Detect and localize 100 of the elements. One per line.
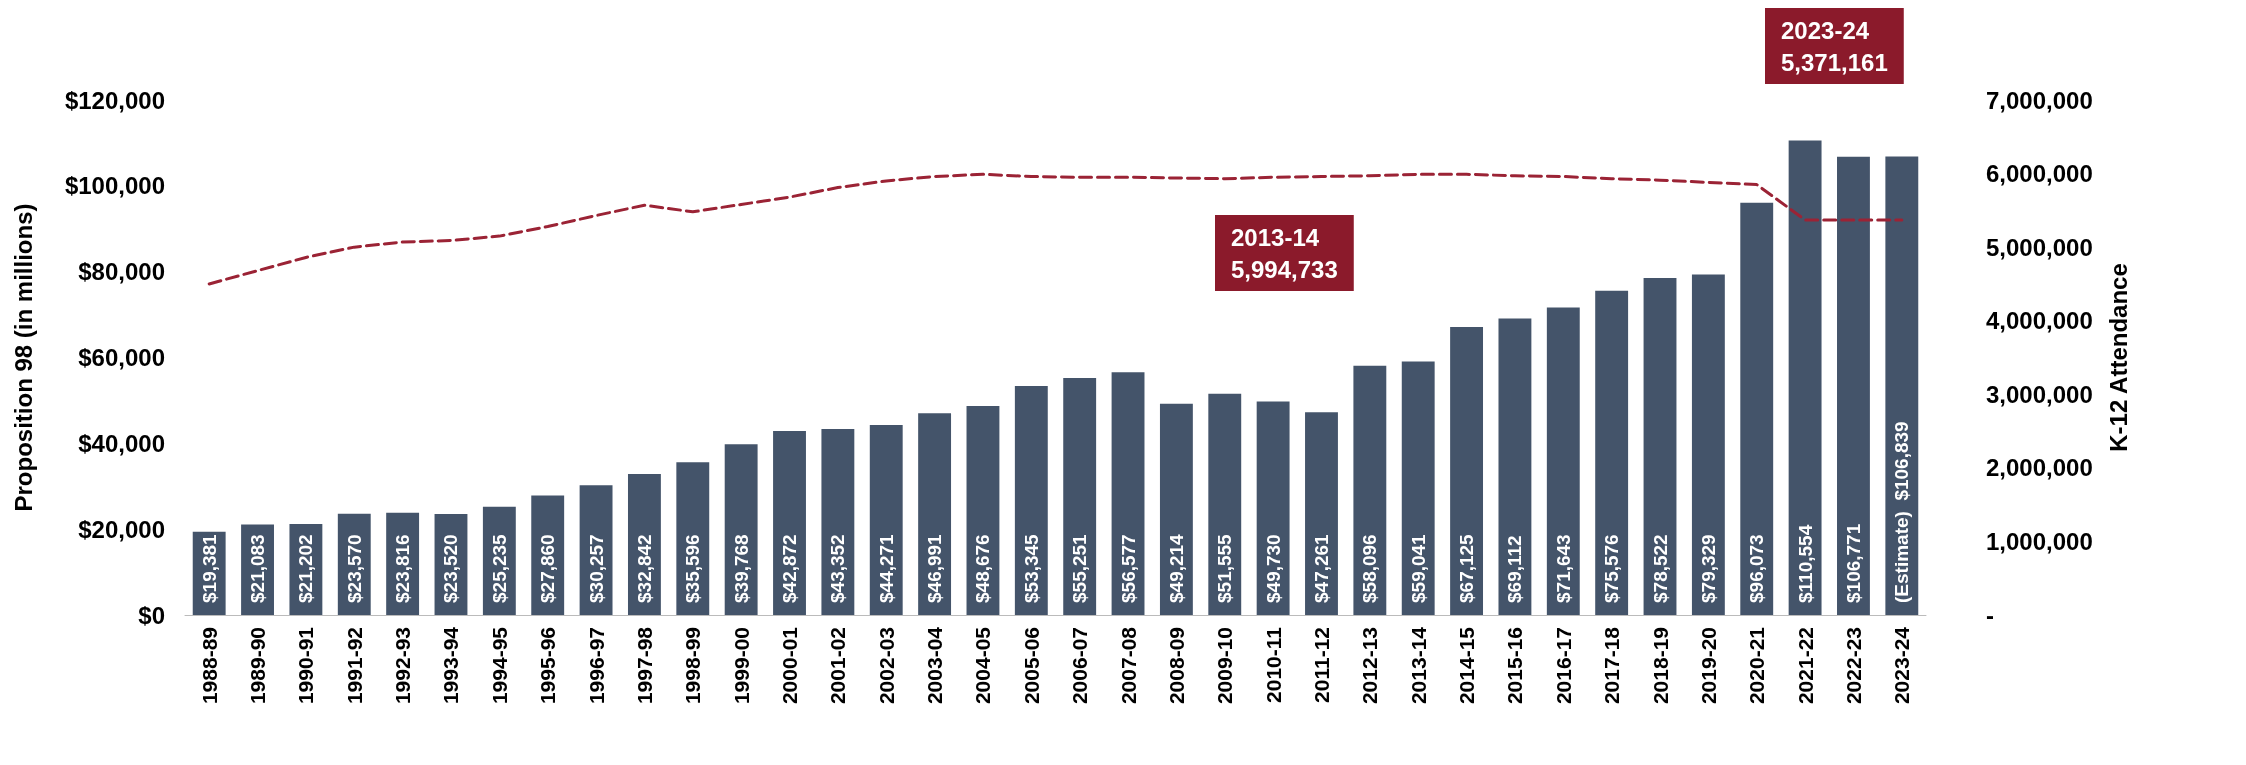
bar [1450, 326, 1484, 615]
data-label: (Estimate) $106,839 [1891, 421, 1913, 603]
x-tick-label: 1997-98 [632, 626, 656, 705]
x-tick-label: 2023-24 [1890, 626, 1914, 705]
x-tick-label: 1993-94 [439, 626, 463, 705]
x-tick-label: 2015-16 [1503, 627, 1527, 705]
y-tick-label: $40,000 [78, 429, 165, 457]
x-tick-label: 2013-14 [1406, 626, 1430, 705]
y-tick-label: $20,000 [78, 515, 165, 543]
x-tick-label: 1989-90 [246, 627, 270, 705]
bar [724, 444, 758, 615]
bar [869, 425, 903, 615]
bar [1498, 318, 1532, 615]
data-label: $35,596 [682, 534, 704, 603]
data-label: $32,842 [633, 534, 655, 603]
y-tick-label: $120,000 [64, 86, 165, 114]
x-tick-label: 1996-97 [584, 627, 608, 705]
x-tick-label: 1988-89 [197, 627, 221, 705]
x-tick-label: 2009-10 [1213, 627, 1237, 705]
bar [1595, 290, 1629, 615]
data-label: $46,991 [924, 533, 946, 603]
bar [1546, 307, 1580, 615]
y-tick-label: $100,000 [64, 172, 165, 200]
data-label: $59,041 [1407, 533, 1429, 603]
bar [918, 413, 952, 615]
data-label: $79,329 [1697, 534, 1719, 603]
data-label: $27,860 [537, 534, 559, 603]
x-tick-label: 1999-00 [729, 627, 753, 705]
data-label: $48,676 [972, 534, 994, 603]
x-tick-label: 2012-13 [1358, 627, 1382, 705]
bar [821, 428, 855, 615]
x-tick-label: 2014-15 [1455, 626, 1479, 705]
y2-tick-label: 3,000,000 [1986, 380, 2093, 408]
y2-tick-label: 2,000,000 [1986, 454, 2093, 482]
line-series [207, 172, 1904, 286]
x-tick-label: 2006-07 [1068, 627, 1092, 705]
x-tick-label: 2019-20 [1696, 627, 1720, 705]
data-label: $106,771 [1842, 523, 1864, 603]
bar [1401, 361, 1435, 615]
data-label: $21,202 [295, 534, 317, 603]
x-tick-label: 2008-09 [1164, 627, 1188, 705]
x-tick-label: 2007-08 [1116, 626, 1140, 705]
x-tick-label: 2020-21 [1745, 626, 1769, 705]
data-label: $56,577 [1117, 534, 1139, 603]
bar [1014, 386, 1048, 615]
data-label: $39,768 [730, 534, 752, 603]
x-tick-label: 2021-22 [1793, 627, 1817, 705]
bar [1643, 278, 1677, 615]
x-tick-label: 2016-17 [1551, 627, 1575, 705]
x-tick-label: 1998-99 [681, 627, 705, 705]
data-label: $23,520 [440, 534, 462, 603]
y2-tick-label: - [1986, 601, 1994, 629]
bar [773, 431, 806, 615]
x-tick-label: 1990-91 [294, 626, 318, 705]
bar [1353, 365, 1387, 615]
data-label: $58,096 [1359, 534, 1381, 603]
data-label: $49,214 [1165, 533, 1187, 603]
data-label: $43,352 [827, 534, 849, 603]
data-label: $23,816 [392, 534, 414, 603]
bar [1837, 156, 1870, 615]
bar [1111, 372, 1145, 615]
data-label: $44,271 [875, 533, 897, 603]
bar [1159, 403, 1193, 615]
data-label: $49,730 [1262, 534, 1284, 603]
data-label: $53,345 [1020, 533, 1042, 603]
x-tick-label: 2003-04 [923, 626, 947, 705]
data-label: $47,261 [1310, 533, 1332, 603]
data-label: $21,083 [247, 534, 269, 603]
data-label: $110,554 [1794, 524, 1816, 603]
data-label: $69,112 [1504, 535, 1526, 603]
y-tick-label: $0 [138, 601, 165, 629]
bar [1063, 377, 1097, 615]
x-tick-label: 2010-11 [1261, 626, 1285, 703]
bar [1788, 140, 1822, 615]
x-tick-label: 2005-06 [1019, 627, 1043, 705]
data-label: $25,235 [488, 533, 510, 603]
y2-tick-label: 7,000,000 [1986, 86, 2093, 114]
data-label: $42,872 [779, 534, 801, 603]
data-label: $67,125 [1456, 533, 1478, 603]
y2-axis-title: K-12 Attendance [2104, 263, 2132, 452]
data-label: $71,643 [1552, 534, 1574, 603]
data-label: $51,555 [1214, 533, 1236, 603]
data-label: $30,257 [585, 534, 607, 603]
y-tick-label: $80,000 [78, 258, 165, 286]
bar [1256, 401, 1290, 615]
text: 2023-24 5,371,161 [1781, 16, 1888, 76]
x-tick-label: 2004-05 [971, 626, 995, 705]
x-tick-label: 2022-23 [1841, 627, 1865, 705]
x-tick-label: 2001-02 [826, 627, 850, 705]
annotation: 2013-14 5,994,733 [1231, 223, 1338, 283]
bar [1208, 393, 1242, 615]
data-label: $23,570 [343, 534, 365, 603]
y2-tick-label: 5,000,000 [1986, 233, 2093, 261]
bar [1691, 274, 1725, 615]
y-tick-label: $60,000 [78, 344, 165, 371]
data-label: $96,073 [1746, 534, 1768, 603]
x-tick-label: 2018-19 [1648, 627, 1672, 705]
x-tick-label: 1992-93 [391, 627, 415, 705]
data-label: $78,522 [1649, 534, 1671, 603]
y2-tick-label: 6,000,000 [1986, 160, 2093, 188]
